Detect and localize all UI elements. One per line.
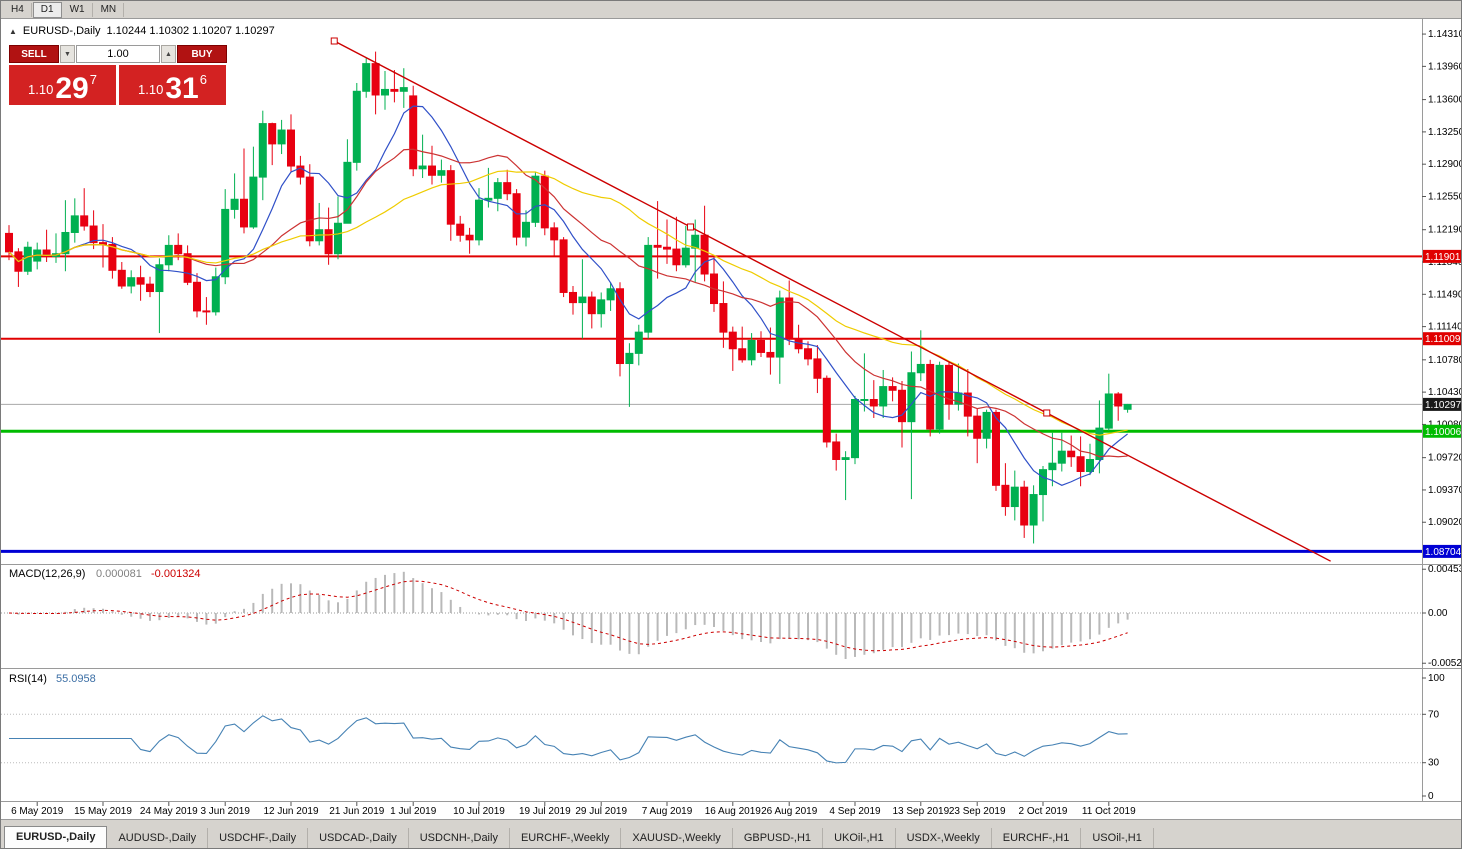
candles-layer bbox=[5, 51, 1132, 544]
svg-text:23 Sep 2019: 23 Sep 2019 bbox=[949, 806, 1006, 817]
chart-symbol-header: ▲ EURUSD-,Daily 1.10244 1.10302 1.10207 … bbox=[9, 25, 275, 37]
timeframe-button-h4[interactable]: H4 bbox=[4, 2, 32, 17]
svg-text:15 May 2019: 15 May 2019 bbox=[74, 806, 132, 817]
svg-text:1 Jul 2019: 1 Jul 2019 bbox=[390, 806, 437, 817]
buy-button[interactable]: BUY bbox=[177, 45, 227, 63]
svg-text:1.08704: 1.08704 bbox=[1425, 547, 1462, 558]
svg-text:1.13250: 1.13250 bbox=[1428, 127, 1462, 138]
svg-text:100: 100 bbox=[1428, 673, 1445, 684]
symbol-period-label: EURUSD-,Daily bbox=[22, 25, 101, 37]
svg-text:21 Jun 2019: 21 Jun 2019 bbox=[329, 806, 384, 817]
svg-text:1.09370: 1.09370 bbox=[1428, 485, 1462, 496]
chart-tab-usdx-weekly[interactable]: USDX-,Weekly bbox=[896, 828, 992, 848]
one-click-collapse-icon[interactable]: ▲ bbox=[9, 26, 17, 36]
svg-text:0.000081: 0.000081 bbox=[96, 568, 142, 580]
svg-text:MACD(12,26,9): MACD(12,26,9) bbox=[9, 568, 85, 580]
svg-text:0.004536: 0.004536 bbox=[1428, 564, 1462, 575]
svg-text:3 Jun 2019: 3 Jun 2019 bbox=[200, 806, 250, 817]
svg-text:1.11009: 1.11009 bbox=[1425, 334, 1461, 345]
svg-text:19 Jul 2019: 19 Jul 2019 bbox=[519, 806, 571, 817]
svg-text:1.12190: 1.12190 bbox=[1428, 225, 1462, 236]
chart-tab-ukoil-h1[interactable]: UKOil-,H1 bbox=[823, 828, 896, 848]
chart-tab-eurchf-weekly[interactable]: EURCHF-,Weekly bbox=[510, 828, 622, 848]
sell-price-display[interactable]: 1.10 29 7 bbox=[9, 65, 116, 105]
svg-text:1.11490: 1.11490 bbox=[1428, 289, 1462, 300]
svg-text:4 Sep 2019: 4 Sep 2019 bbox=[829, 806, 881, 817]
svg-text:11 Oct 2019: 11 Oct 2019 bbox=[1082, 806, 1136, 817]
sell-price-pip: 7 bbox=[89, 72, 97, 87]
timeframe-toolbar: H4 D1 W1 MN bbox=[1, 1, 1461, 18]
svg-text:1.09720: 1.09720 bbox=[1428, 453, 1462, 464]
trendline bbox=[330, 37, 1331, 562]
svg-text:16 Aug 2019: 16 Aug 2019 bbox=[705, 806, 762, 817]
sell-price-main: 29 bbox=[55, 71, 89, 105]
svg-text:12 Jun 2019: 12 Jun 2019 bbox=[263, 806, 318, 817]
volume-increase-button[interactable]: ▲ bbox=[161, 45, 176, 63]
svg-text:0: 0 bbox=[1428, 791, 1434, 802]
timeframe-button-w1[interactable]: W1 bbox=[63, 2, 93, 17]
svg-text:-0.005205: -0.005205 bbox=[1428, 658, 1462, 669]
chart-tab-gbpusd-h1[interactable]: GBPUSD-,H1 bbox=[733, 828, 824, 848]
svg-text:55.0958: 55.0958 bbox=[56, 673, 96, 685]
buy-price-display[interactable]: 1.10 31 6 bbox=[119, 65, 226, 105]
svg-text:1.10006: 1.10006 bbox=[1425, 427, 1462, 438]
timeframe-button-mn[interactable]: MN bbox=[94, 2, 125, 17]
timeframe-button-d1[interactable]: D1 bbox=[32, 1, 62, 18]
svg-text:1.10780: 1.10780 bbox=[1428, 355, 1462, 366]
date-axis: 6 May 2019 15 May 2019 24 May 2019 3 Jun 20… bbox=[11, 802, 1136, 817]
svg-text:7 Aug 2019: 7 Aug 2019 bbox=[642, 806, 693, 817]
svg-text:1.14310: 1.14310 bbox=[1428, 29, 1462, 40]
horizontal-level-lines bbox=[1, 255, 1422, 553]
buy-price-pip: 6 bbox=[199, 72, 207, 87]
chart-tabs-bar: EURUSD-,Daily AUDUSD-,Daily USDCHF-,Daily U… bbox=[1, 819, 1461, 848]
svg-text:-0.001324: -0.001324 bbox=[151, 568, 201, 580]
rsi-panel-plot bbox=[1, 713, 1422, 764]
ohlc-values: 1.10244 1.10302 1.10207 1.10297 bbox=[106, 25, 275, 37]
chart-tab-audusd-daily[interactable]: AUDUSD-,Daily bbox=[107, 828, 209, 848]
svg-text:26 Aug 2019: 26 Aug 2019 bbox=[761, 806, 818, 817]
chart-tab-eurchf-h1[interactable]: EURCHF-,H1 bbox=[992, 828, 1082, 848]
price-axis: 1.14310 1.13960 1.13600 1.13250 1.12900 1.125… bbox=[1422, 29, 1462, 802]
volume-decrease-button[interactable]: ▼ bbox=[60, 45, 75, 63]
indicator-labels: MACD(12,26,9) 0.000081 -0.001324 RSI(14) 55.… bbox=[9, 568, 201, 685]
svg-text:1.09020: 1.09020 bbox=[1428, 517, 1462, 528]
chart-tab-eurusd-daily[interactable]: EURUSD-,Daily bbox=[4, 826, 108, 848]
svg-text:1.13960: 1.13960 bbox=[1428, 61, 1462, 72]
svg-text:1.12550: 1.12550 bbox=[1428, 191, 1462, 202]
price-level-badges: 1.11901 1.11009 1.10006 1.08704 1.10297 bbox=[1423, 249, 1462, 558]
sell-price-prefix: 1.10 bbox=[28, 82, 54, 97]
chart-tab-xauusd-weekly[interactable]: XAUUSD-,Weekly bbox=[621, 828, 733, 848]
svg-text:10 Jul 2019: 10 Jul 2019 bbox=[453, 806, 505, 817]
svg-text:29 Jul 2019: 29 Jul 2019 bbox=[575, 806, 627, 817]
svg-text:RSI(14): RSI(14) bbox=[9, 673, 47, 685]
svg-text:1.13600: 1.13600 bbox=[1428, 95, 1462, 106]
volume-input[interactable] bbox=[76, 45, 160, 63]
sell-button[interactable]: SELL bbox=[9, 45, 59, 63]
svg-text:70: 70 bbox=[1428, 709, 1440, 720]
chart-tab-usoil-h1[interactable]: USOil-,H1 bbox=[1081, 828, 1154, 848]
buy-price-main: 31 bbox=[165, 71, 199, 105]
svg-text:1.10430: 1.10430 bbox=[1428, 387, 1462, 398]
svg-text:1.11140: 1.11140 bbox=[1428, 322, 1462, 333]
chart-tab-usdcad-daily[interactable]: USDCAD-,Daily bbox=[308, 828, 409, 848]
chart-tab-usdchf-daily[interactable]: USDCHF-,Daily bbox=[208, 828, 309, 848]
macd-panel-plot bbox=[1, 571, 1422, 659]
buy-price-prefix: 1.10 bbox=[138, 82, 164, 97]
svg-text:1.10297: 1.10297 bbox=[1425, 400, 1462, 411]
chart-tab-usdcnh-daily[interactable]: USDCNH-,Daily bbox=[409, 828, 510, 848]
svg-text:30: 30 bbox=[1428, 758, 1440, 769]
moving-averages-layer bbox=[8, 105, 1128, 486]
svg-text:2 Oct 2019: 2 Oct 2019 bbox=[1019, 806, 1068, 817]
svg-text:6 May 2019: 6 May 2019 bbox=[11, 806, 64, 817]
svg-text:13 Sep 2019: 13 Sep 2019 bbox=[892, 806, 949, 817]
svg-text:24 May 2019: 24 May 2019 bbox=[140, 806, 198, 817]
panel-separators bbox=[1, 18, 1461, 802]
svg-text:0.00: 0.00 bbox=[1428, 608, 1448, 619]
svg-text:1.11901: 1.11901 bbox=[1425, 252, 1461, 263]
svg-text:1.12900: 1.12900 bbox=[1428, 159, 1462, 170]
